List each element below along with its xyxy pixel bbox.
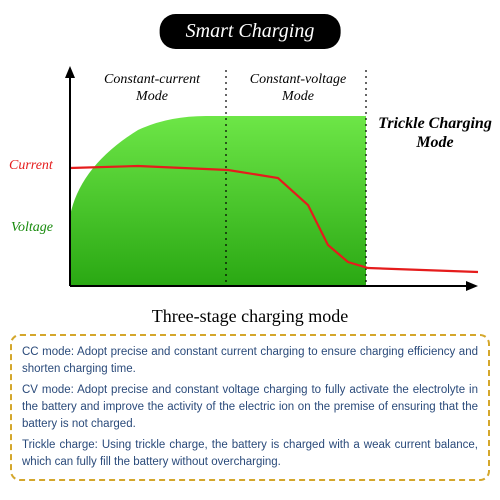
region-trickle-label: Trickle Charging Mode xyxy=(370,114,500,152)
region-cv-label: Constant-voltage Mode xyxy=(230,72,366,106)
region-trickle-line2: Mode xyxy=(416,134,453,151)
desc-cc-text: Adopt precise and constant current charg… xyxy=(22,346,478,375)
description-box: CC mode: Adopt precise and constant curr… xyxy=(10,334,490,481)
region-cv-line2: Mode xyxy=(282,89,314,104)
voltage-area xyxy=(70,116,366,286)
x-axis-arrow xyxy=(466,281,478,291)
title-badge: Smart Charging xyxy=(160,14,341,49)
desc-cc: CC mode: Adopt precise and constant curr… xyxy=(22,344,478,377)
voltage-label: Voltage xyxy=(11,220,53,236)
region-cc-line1: Constant-current xyxy=(104,72,200,87)
region-trickle-line1: Trickle Charging xyxy=(378,115,492,132)
subtitle: Three-stage charging mode xyxy=(0,306,500,327)
desc-cv: CV mode: Adopt precise and constant volt… xyxy=(22,382,478,432)
region-cv-line1: Constant-voltage xyxy=(250,72,346,87)
desc-cc-label: CC mode: xyxy=(22,346,74,358)
desc-trickle-label: Trickle charge: xyxy=(22,439,98,451)
region-cc-label: Constant-current Mode xyxy=(82,72,222,106)
current-label: Current xyxy=(9,158,53,174)
desc-trickle: Trickle charge: Using trickle charge, th… xyxy=(22,437,478,470)
desc-cv-label: CV mode: xyxy=(22,384,74,396)
region-cc-line2: Mode xyxy=(136,89,168,104)
chart-area: Current Voltage Constant-current Mode Co… xyxy=(8,60,492,300)
desc-cv-text: Adopt precise and constant voltage charg… xyxy=(22,384,478,429)
y-axis-arrow xyxy=(65,66,75,78)
